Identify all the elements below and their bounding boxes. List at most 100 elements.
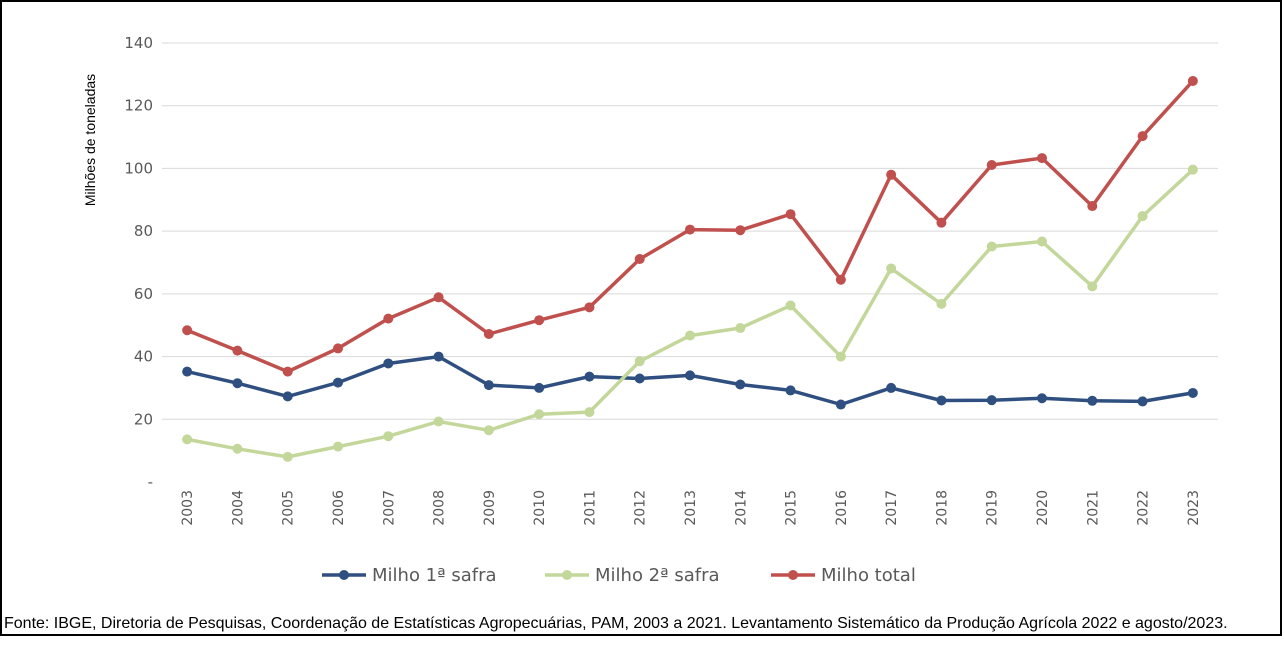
x-tick-label: 2008 (432, 490, 448, 526)
grid-lines (162, 42, 1218, 420)
x-tick-label: 2009 (482, 490, 498, 526)
y-tick-label: 120 (124, 97, 153, 115)
data-point (634, 356, 645, 367)
x-tick-label: 2012 (633, 490, 649, 526)
legend-swatch-marker (339, 570, 349, 580)
x-tick-label: 2004 (230, 490, 246, 526)
data-point (1187, 75, 1198, 86)
data-point (282, 451, 293, 462)
data-point (182, 366, 193, 377)
y-axis-ticks: - 20 40 60 80 100 120 140 (124, 34, 153, 491)
data-point (936, 217, 947, 228)
y-axis-label: Milhões de toneladas (82, 74, 98, 206)
data-point (835, 399, 846, 410)
y-tick-label: 60 (134, 285, 153, 303)
data-point (986, 159, 997, 170)
x-tick-label: 2005 (281, 490, 297, 526)
legend: Milho 1ª safra Milho 2ª safra Milho total (322, 565, 916, 586)
data-point (685, 330, 695, 341)
x-tick-label: 2006 (331, 490, 347, 526)
data-point (232, 345, 243, 356)
legend-label: Milho 1ª safra (372, 565, 497, 586)
x-tick-label: 2022 (1136, 490, 1152, 526)
data-point (534, 409, 545, 420)
data-point (584, 302, 595, 313)
x-tick-label: 2017 (884, 490, 900, 526)
x-tick-label: 2021 (1085, 490, 1101, 526)
x-tick-label: 2007 (381, 490, 397, 526)
legend-swatch-marker (562, 570, 572, 580)
legend-item: Milho 1ª safra (322, 565, 497, 586)
data-point (333, 377, 343, 388)
legend-item: Milho total (771, 565, 916, 586)
data-point (433, 292, 444, 303)
data-point (232, 443, 243, 454)
x-tick-label: 2013 (683, 490, 699, 526)
data-point (534, 382, 545, 393)
data-point (483, 328, 494, 339)
chart-frame (0, 0, 1282, 636)
series-layer (182, 75, 1198, 462)
legend-swatch-marker (788, 570, 798, 580)
data-point (182, 434, 193, 445)
x-tick-label: 2011 (582, 490, 598, 526)
x-tick-label: 2015 (784, 490, 800, 526)
data-point (735, 323, 746, 334)
legend-label: Milho 2ª safra (595, 565, 720, 586)
y-tick-label: - (148, 473, 153, 491)
data-point (383, 358, 394, 369)
data-point (534, 315, 545, 326)
series-3 (182, 75, 1198, 377)
y-tick-label: 40 (134, 348, 153, 366)
data-point (936, 298, 947, 309)
data-point (1137, 211, 1148, 222)
data-point (1037, 236, 1047, 247)
y-tick-label: 140 (124, 34, 153, 52)
legend-label: Milho total (821, 565, 916, 586)
data-point (483, 380, 494, 391)
data-point (1187, 387, 1198, 398)
data-point (1087, 395, 1098, 406)
data-point (584, 407, 595, 418)
data-point (685, 370, 695, 381)
data-point (383, 313, 394, 324)
data-point (835, 351, 846, 362)
data-point (182, 325, 193, 336)
x-tick-label: 2014 (733, 490, 749, 526)
data-point (483, 425, 494, 436)
legend-item: Milho 2ª safra (545, 565, 720, 586)
y-tick-label: 80 (134, 222, 153, 240)
x-tick-label: 2020 (1035, 490, 1051, 526)
series-line (186, 168, 1195, 459)
data-point (785, 385, 796, 396)
data-point (735, 379, 746, 390)
data-point (835, 274, 846, 285)
data-point (634, 254, 645, 265)
data-point (1137, 396, 1148, 407)
x-axis-ticks: 2003 2004 2005 2006 2007 2008 2009 2010 2011 2012… (180, 490, 1202, 526)
data-point (1137, 131, 1148, 142)
data-point (333, 441, 343, 452)
data-point (232, 378, 243, 389)
x-tick-label: 2016 (834, 490, 850, 526)
data-point (383, 431, 394, 442)
data-point (936, 395, 947, 406)
y-tick-label: 20 (134, 410, 153, 428)
source-note: Fonte: IBGE, Diretoria de Pesquisas, Coo… (4, 615, 1228, 632)
x-tick-label: 2010 (532, 490, 548, 526)
series-2 (182, 164, 1198, 462)
y-tick-label: 100 (124, 159, 153, 177)
data-point (785, 300, 796, 311)
data-point (986, 241, 997, 252)
data-point (1087, 281, 1098, 292)
data-point (886, 169, 897, 180)
data-point (1037, 393, 1047, 404)
data-point (886, 263, 897, 274)
data-point (282, 391, 293, 402)
data-point (584, 371, 595, 382)
x-tick-label: 2018 (934, 490, 950, 526)
x-tick-label: 2023 (1186, 490, 1202, 526)
data-point (1187, 164, 1198, 175)
x-tick-label: 2019 (985, 490, 1001, 526)
data-point (433, 416, 444, 427)
